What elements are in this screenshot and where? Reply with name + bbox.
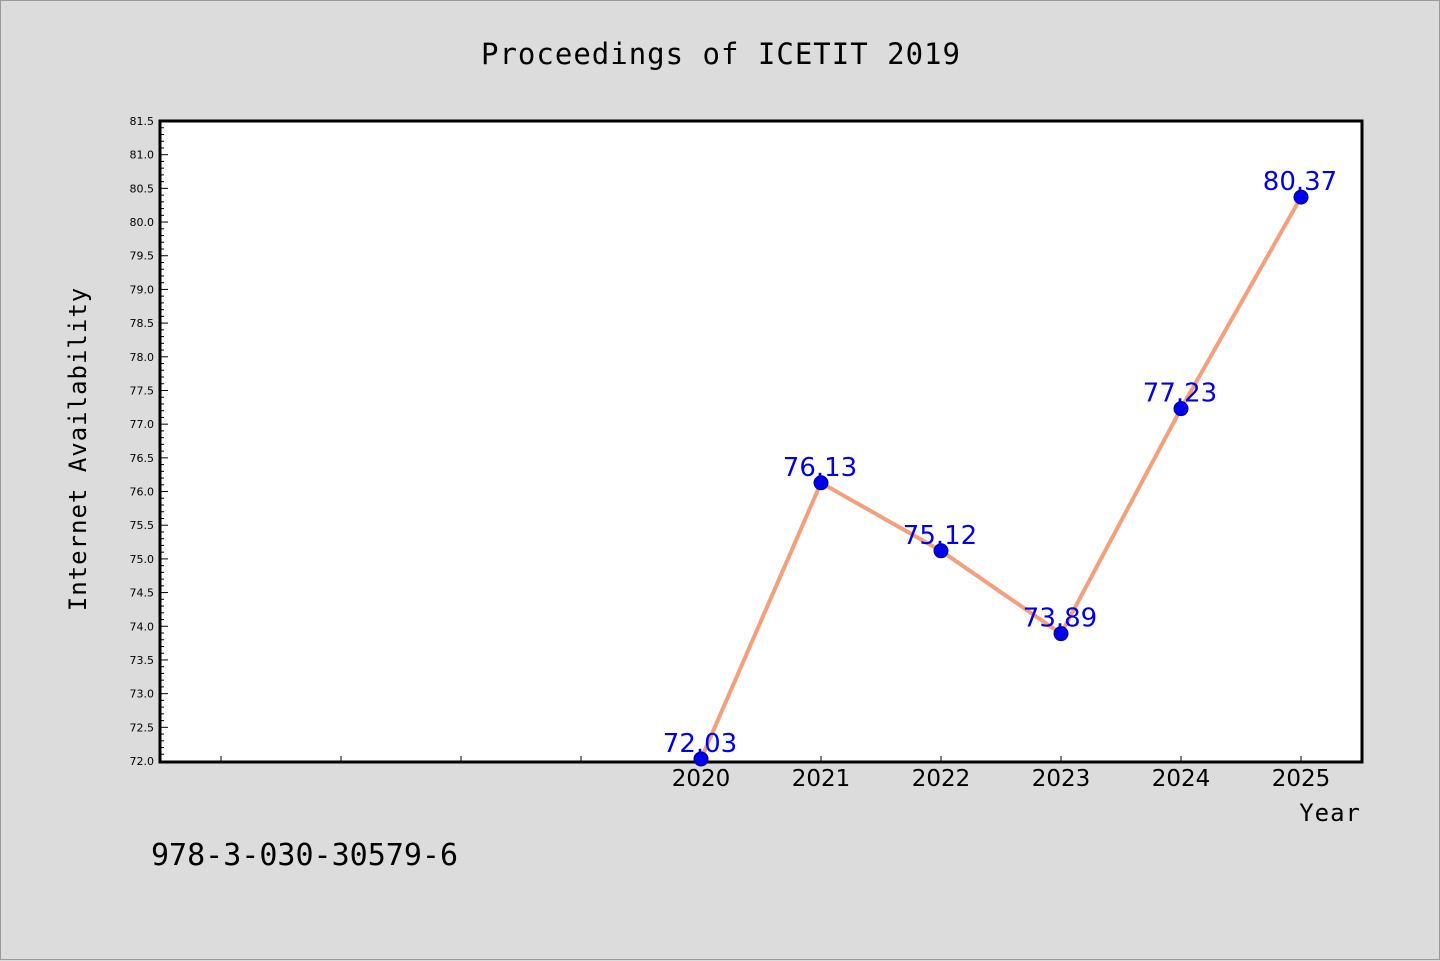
data-label-layer: 72.03 76.13 75.12 73.89 77.23 80.37 xyxy=(663,167,1337,759)
y-tick-label: 75.5 xyxy=(130,519,155,532)
x-tick-label: 2024 xyxy=(1152,766,1211,792)
y-tick-label: 77.5 xyxy=(130,384,155,397)
y-tick-label: 72.0 xyxy=(130,755,155,768)
series-line xyxy=(699,196,1303,760)
isbn-footer: 978-3-030-30579-6 xyxy=(151,838,458,873)
plot-area xyxy=(158,119,1364,764)
y-tick-label: 80.0 xyxy=(130,216,155,229)
data-label: 73.89 xyxy=(1023,604,1097,634)
y-tick-label: 74.0 xyxy=(130,620,155,633)
data-point xyxy=(1053,626,1069,642)
data-label: 75.12 xyxy=(903,521,977,551)
y-axis-ticks: 72.0 72.5 73.0 73.5 74.0 74.5 75.0 75.5 76.0 76.5… xyxy=(130,115,168,768)
x-tick-label: 2025 xyxy=(1272,766,1331,792)
x-tick-label: 2020 xyxy=(672,766,731,792)
y-tick-label: 80.5 xyxy=(130,182,155,195)
y-tick-label: 73.5 xyxy=(130,654,155,667)
data-label: 72.03 xyxy=(663,729,737,759)
y-tick-label: 78.5 xyxy=(130,317,155,330)
y-tick-label: 81.0 xyxy=(130,149,155,162)
data-label: 80.37 xyxy=(1263,167,1337,197)
series-layer xyxy=(693,189,1309,767)
y-tick-label: 73.0 xyxy=(130,688,155,701)
y-tick-label: 79.0 xyxy=(130,283,155,296)
y-tick-label: 75.0 xyxy=(130,553,155,566)
x-axis-ticks: 2020 2021 2022 2023 2024 2025 xyxy=(220,756,1331,792)
data-label: 77.23 xyxy=(1143,379,1217,409)
x-tick-label: 2023 xyxy=(1032,766,1091,792)
data-point xyxy=(1293,189,1309,205)
x-axis-label: Year xyxy=(1299,799,1361,827)
data-label: 76.13 xyxy=(783,453,857,483)
y-tick-label: 78.0 xyxy=(130,351,155,364)
data-point xyxy=(1173,401,1189,417)
y-tick-label: 81.5 xyxy=(130,115,155,128)
chart-title: Proceedings of ICETIT 2019 xyxy=(481,37,961,71)
y-tick-label: 76.0 xyxy=(130,486,155,499)
y-tick-label: 76.5 xyxy=(130,452,155,465)
y-tick-label: 77.0 xyxy=(130,418,155,431)
y-tick-label: 72.5 xyxy=(130,721,155,734)
data-point xyxy=(813,475,829,491)
data-point xyxy=(933,543,949,559)
x-tick-label: 2022 xyxy=(912,766,971,792)
y-tick-label: 74.5 xyxy=(130,587,155,600)
y-axis-label: Internet Availability xyxy=(64,287,92,611)
y-tick-label: 79.5 xyxy=(130,250,155,263)
data-point xyxy=(693,751,709,767)
x-tick-label: 2021 xyxy=(792,766,851,792)
